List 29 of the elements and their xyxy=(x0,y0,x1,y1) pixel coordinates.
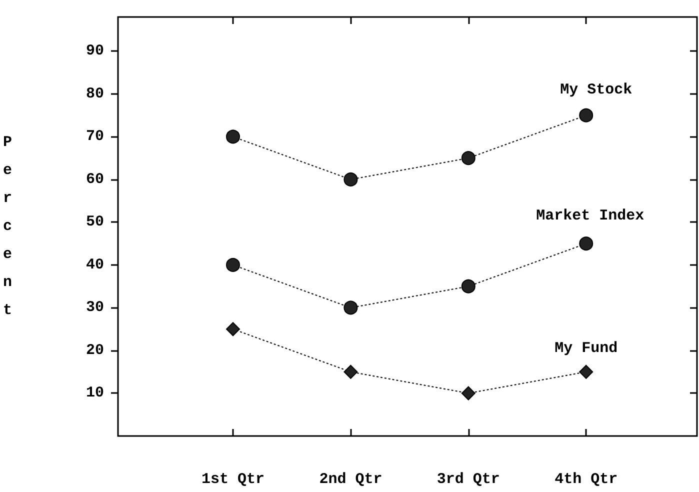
point xyxy=(226,322,240,336)
point xyxy=(344,300,358,315)
point xyxy=(579,108,594,122)
series-label: My Fund xyxy=(554,340,618,357)
point xyxy=(579,236,594,251)
y-tick-label: 70 xyxy=(86,128,104,146)
y-tick-label: 90 xyxy=(86,42,104,60)
y-tick-label: 30 xyxy=(86,299,104,316)
x-tick-label: 4th Qtr xyxy=(554,471,618,488)
point xyxy=(461,386,476,400)
point xyxy=(226,130,240,144)
point xyxy=(461,151,476,166)
x-tick-label: 3rd Qtr xyxy=(436,471,500,488)
x-tick-label: 1st Qtr xyxy=(201,471,265,488)
y-tick-label: 60 xyxy=(86,170,104,188)
y-tick-label: 10 xyxy=(86,384,104,402)
point xyxy=(344,364,358,379)
y-tick-label: 50 xyxy=(86,214,104,231)
y-axis-title: Percent xyxy=(2,134,12,319)
point xyxy=(461,279,476,294)
series-label: Market Index xyxy=(536,208,644,225)
point xyxy=(344,172,358,186)
point xyxy=(226,258,240,272)
series-label: My Stock xyxy=(560,81,632,98)
x-tick-label: 2nd Qtr xyxy=(319,471,382,488)
y-tick-label: 80 xyxy=(86,85,104,102)
point xyxy=(579,364,594,379)
y-tick-label: 40 xyxy=(86,256,104,274)
y-tick-label: 20 xyxy=(86,342,104,359)
